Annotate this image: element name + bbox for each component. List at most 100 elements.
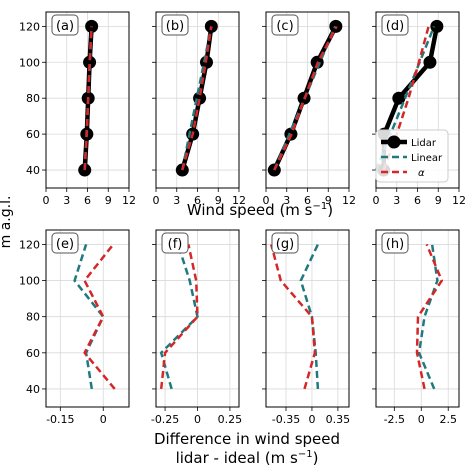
series-line-linear (73, 244, 105, 390)
panel-b: 0 3 6 9 12 (b) (152, 11, 246, 207)
axes-frame (45, 11, 130, 189)
panel-label: (h) (386, 237, 404, 252)
x-tick-label: 0 (308, 413, 315, 426)
x-tick-label: 0 (43, 194, 50, 207)
panel-f: -0.25 0 0.25 (f) (151, 229, 243, 426)
x-tick-label: 12 (452, 194, 466, 207)
panel-label: (d) (386, 19, 404, 34)
panel-label: (a) (56, 19, 74, 34)
series-line-alpha (273, 25, 338, 171)
x-tick-label: 3 (393, 194, 400, 207)
x-tick-label: 9 (435, 194, 442, 207)
top-x-axis-label-sup: −1 (313, 201, 328, 212)
bottom-x-axis-label-line2-main: lidar - ideal (m s (176, 449, 298, 467)
x-tick-label: 0 (418, 413, 425, 426)
series-line-alpha (181, 26, 213, 171)
x-tick-label: 0 (373, 194, 380, 207)
axes-frame (45, 229, 130, 408)
x-tick-label: 3 (173, 194, 180, 207)
data-point-lidar (423, 55, 437, 69)
x-tick-label: -0.35 (272, 413, 300, 426)
x-tick-label: 6 (304, 194, 311, 207)
series-line-alpha (83, 243, 116, 390)
panel-h: -2.5 0 2.5 (h) (372, 229, 460, 426)
y-axis-label: m a.g.l. (0, 196, 14, 249)
panel-e: -0.15 0 40 60 80 100 120 (e) (19, 229, 130, 426)
data-point-lidar (204, 19, 218, 33)
axes-frame (375, 229, 460, 408)
series-line-alpha (83, 26, 93, 171)
x-tick-label: 0 (100, 413, 107, 426)
legend-linear-label: Linear (411, 153, 443, 164)
x-tick-label: 6 (194, 194, 201, 207)
x-tick-label: 6 (414, 194, 421, 207)
panel-a: 0 3 6 9 12 40 60 80 100 120 (a) (19, 11, 136, 207)
y-tick-label: 120 (19, 20, 40, 33)
bottom-x-axis-label-line2-end: ) (313, 449, 319, 467)
x-tick-label: 9 (325, 194, 332, 207)
axes-frame (155, 229, 240, 408)
top-x-axis-label-end: ) (327, 201, 333, 219)
x-tick-label: 3 (63, 194, 70, 207)
data-point-lidar (267, 163, 281, 177)
legend-lidar-marker (387, 135, 401, 149)
panel-label-box (51, 14, 79, 36)
y-tick-label: 60 (26, 128, 40, 141)
axes-frame (155, 11, 240, 189)
bottom-x-axis-label-line2-sup: −1 (298, 449, 313, 460)
panel-label: (e) (56, 237, 74, 252)
top-x-axis-label-main: Wind speed (m s (187, 201, 313, 219)
x-tick-label: 0 (153, 194, 160, 207)
x-tick-label: 3 (283, 194, 290, 207)
x-tick-label: 0 (194, 413, 201, 426)
panel-label-box (271, 232, 299, 254)
panel-label-box (161, 14, 189, 36)
x-tick-label: 9 (105, 194, 112, 207)
data-point-lidar (175, 163, 189, 177)
x-tick-label: -0.25 (151, 413, 179, 426)
data-point-lidar (85, 19, 99, 33)
x-tick-label: 0.25 (218, 413, 243, 426)
x-tick-label: 6 (84, 194, 91, 207)
legend: Lidar Linear α (375, 129, 449, 183)
series-line-alpha (415, 243, 444, 390)
data-point-lidar (78, 163, 92, 177)
panel-label-box (161, 232, 189, 254)
y-tick-label: 40 (26, 164, 40, 177)
panel-label-box (51, 232, 79, 254)
panel-label-box (381, 232, 409, 254)
panel-g: -0.35 0 0.35 (g) (262, 229, 351, 426)
legend-lidar-label: Lidar (411, 138, 437, 149)
series-line-alpha (269, 244, 317, 390)
x-tick-label: -2.5 (384, 413, 405, 426)
axes-frame (265, 229, 350, 408)
x-tick-label: -0.15 (46, 413, 74, 426)
panel-label-box (381, 14, 409, 36)
series-line-linear (299, 243, 320, 389)
legend-alpha-label: α (418, 168, 425, 179)
x-tick-label: 0.35 (326, 413, 351, 426)
data-point-lidar (430, 19, 444, 33)
top-x-axis-label: Wind speed (m s−1) (187, 201, 333, 219)
x-tick-label: 9 (215, 194, 222, 207)
y-tick-label: 60 (26, 347, 40, 360)
bottom-x-axis-label-line2: lidar - ideal (m s−1) (176, 449, 319, 467)
series-line-alpha (159, 244, 199, 390)
series-line-linear (417, 244, 439, 390)
axes-frame (375, 11, 460, 189)
bottom-x-axis-label-line1: Difference in wind speed (154, 430, 340, 448)
x-tick-label: 0 (263, 194, 270, 207)
y-tick-label: 120 (19, 238, 40, 251)
y-tick-label: 40 (26, 383, 40, 396)
x-tick-label: 2.5 (439, 413, 457, 426)
panel-label-box (271, 14, 299, 36)
y-tick-label: 100 (19, 275, 40, 288)
panel-label: (g) (276, 237, 294, 252)
data-point-lidar (392, 91, 406, 105)
panel-label: (c) (276, 19, 293, 34)
axes-frame (265, 11, 350, 189)
y-tick-label: 100 (19, 56, 40, 69)
panel-label: (f) (168, 237, 183, 252)
data-point-lidar (83, 55, 97, 69)
